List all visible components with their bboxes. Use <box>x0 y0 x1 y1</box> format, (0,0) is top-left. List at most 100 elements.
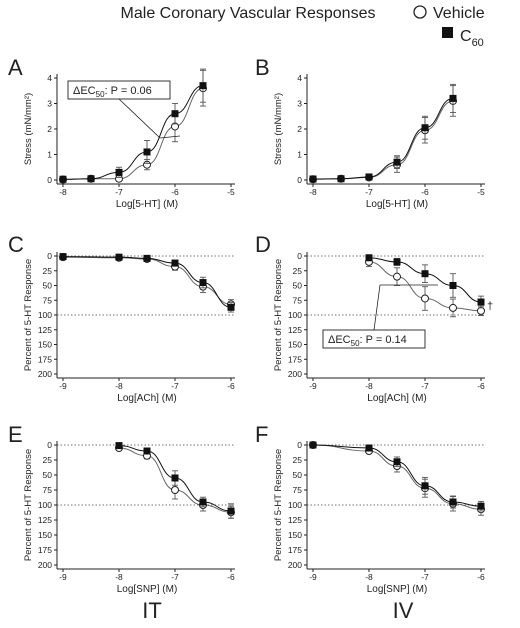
panel-letter-f: F <box>255 422 268 447</box>
y-tick-label: 125 <box>38 515 52 525</box>
annotation-text: ΔEC50: P = 0.06 <box>73 85 152 99</box>
point-c60 <box>365 173 373 181</box>
point-c60 <box>309 175 317 183</box>
point-vehicle <box>449 303 457 312</box>
x-tick-label: -9 <box>59 572 67 582</box>
x-tick-label: -8 <box>59 187 67 197</box>
point-c60 <box>393 258 401 266</box>
y-tick-label: 150 <box>288 340 302 350</box>
point-c60 <box>421 482 429 490</box>
panel-b: B -8 -7 -6 -5 0 1 2 3 4 Log[5-HT] (M) Stress (mN/mm… <box>255 55 485 210</box>
y-tick-label: 0 <box>47 251 52 261</box>
series-line-vehicle <box>312 100 454 180</box>
y-tick-label: 25 <box>293 455 303 465</box>
y-tick-label: 150 <box>288 530 302 540</box>
point-c60 <box>171 110 179 118</box>
y-tick-label: 25 <box>43 455 53 465</box>
x-tick-label: -7 <box>421 572 429 582</box>
series-line-c60 <box>312 97 454 180</box>
y-tick-label: 125 <box>288 515 302 525</box>
y-tick-label: 125 <box>38 325 52 335</box>
point-c60 <box>199 498 207 506</box>
x-axis-label: Log[SNP] (M) <box>367 584 428 595</box>
y-tick-label: 75 <box>293 485 303 495</box>
panel-d: D -9 -8 -7 -6 0 25 50 75 100 125 150 175 200 Log[ACh] … <box>255 232 493 404</box>
legend-c60-label: C60 <box>460 28 484 49</box>
y-tick-label: 100 <box>38 310 52 320</box>
y-axis-label: Stress (mN/mm²) <box>273 93 284 165</box>
panel-letter-e: E <box>8 422 23 447</box>
point-c60 <box>115 442 123 450</box>
x-tick-label: -6 <box>227 572 235 582</box>
y-tick-label: 200 <box>38 369 52 379</box>
point-c60 <box>393 458 401 466</box>
panel-c: C -9 -8 -7 -6 0 25 50 75 100 125 150 175 200 Log[ACh] … <box>8 232 235 404</box>
x-tick-label: -8 <box>115 381 123 391</box>
y-tick-label: 150 <box>38 530 52 540</box>
y-tick-label: 0 <box>47 440 52 450</box>
x-tick-label: -7 <box>421 381 429 391</box>
panel-letter-d: D <box>255 232 271 257</box>
point-c60 <box>421 124 429 132</box>
y-tick-label: 50 <box>43 281 53 291</box>
point-c60 <box>227 303 235 311</box>
y-axis-label: Percent of 5-HT Response <box>23 259 34 371</box>
point-vehicle <box>393 272 401 281</box>
y-axis-label: Percent of 5-HT Response <box>273 259 284 371</box>
annotation-text: ΔEC50: P = 0.14 <box>328 334 407 348</box>
panel-letter-a: A <box>8 55 23 80</box>
legend-vehicle-label: Vehicle <box>433 5 485 22</box>
y-tick-label: 25 <box>43 266 53 276</box>
point-vehicle <box>171 486 179 494</box>
annotation-pointer <box>118 98 161 139</box>
y-axis-label: Percent of 5-HT Response <box>273 449 284 561</box>
y-tick-label: 175 <box>38 354 52 364</box>
y-axis-label: Percent of 5-HT Response <box>23 449 34 561</box>
point-c60 <box>143 447 151 455</box>
x-tick-label: -7 <box>171 572 179 582</box>
y-tick-label: 100 <box>288 500 302 510</box>
y-tick-label: 75 <box>293 295 303 305</box>
point-c60 <box>199 82 207 90</box>
x-tick-label: -9 <box>59 381 67 391</box>
panel-letter-c: C <box>8 232 24 257</box>
x-tick-label: -5 <box>227 187 235 197</box>
y-tick-label: 175 <box>288 545 302 555</box>
y-tick-label: 0 <box>297 175 302 185</box>
figure-title: Male Coronary Vascular Responses <box>121 5 376 22</box>
x-tick-label: -6 <box>171 187 179 197</box>
annotation-pointer <box>159 135 181 139</box>
y-tick-label: 100 <box>288 310 302 320</box>
y-tick-label: 0 <box>297 440 302 450</box>
series-line-c60 <box>62 85 204 180</box>
y-tick-label: 0 <box>47 175 52 185</box>
y-tick-label: 100 <box>38 500 52 510</box>
x-tick-label: -9 <box>309 572 317 582</box>
x-tick-label: -7 <box>171 381 179 391</box>
x-tick-label: -9 <box>309 381 317 391</box>
y-tick-label: 50 <box>293 470 303 480</box>
y-tick-label: 150 <box>38 340 52 350</box>
series-line-vehicle <box>62 87 204 180</box>
y-tick-label: 2 <box>297 124 302 134</box>
x-tick-label: -6 <box>477 381 485 391</box>
point-c60 <box>143 148 151 156</box>
x-tick-label: -6 <box>227 381 235 391</box>
x-axis-label: Log[ACh] (M) <box>117 393 176 404</box>
x-tick-label: -6 <box>477 572 485 582</box>
y-tick-label: 175 <box>288 354 302 364</box>
x-tick-label: -7 <box>365 187 373 197</box>
point-c60 <box>115 253 123 261</box>
panel-f: F -9 -8 -7 -6 0 25 50 75 100 125 150 175 200 Log[SNP] … <box>255 422 485 595</box>
annotation-box <box>67 80 171 100</box>
point-c60 <box>365 444 373 452</box>
point-c60 <box>421 270 429 278</box>
point-c60 <box>449 282 457 289</box>
point-c60 <box>449 94 457 102</box>
y-tick-label: 50 <box>43 470 53 480</box>
point-c60 <box>393 158 401 166</box>
y-tick-label: 175 <box>38 545 52 555</box>
point-c60 <box>59 253 67 261</box>
group-label-it: IT <box>142 598 162 623</box>
